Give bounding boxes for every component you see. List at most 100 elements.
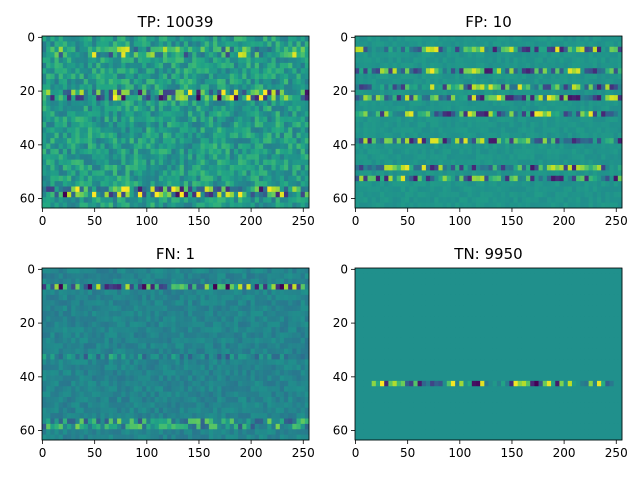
heatmap-cell [62, 62, 68, 69]
heatmap-cell [434, 111, 439, 118]
heatmap-cell [137, 278, 143, 285]
heatmap-cell [304, 186, 310, 193]
heatmap-cell [196, 332, 201, 339]
heatmap-cell [162, 316, 168, 323]
heatmap-cell [142, 84, 147, 91]
heatmap-cell [484, 154, 489, 161]
heatmap-cell [434, 175, 439, 182]
heatmap-cell [446, 46, 452, 53]
heatmap-cell [571, 138, 577, 144]
heatmap-cell [425, 36, 431, 42]
heatmap-cell [242, 165, 247, 171]
heatmap-cell [42, 52, 47, 58]
heatmap-cell [258, 321, 264, 328]
heatmap-cell [388, 100, 393, 107]
heatmap-cell [304, 57, 310, 64]
heatmap-cell [208, 202, 214, 209]
heatmap-cell [54, 132, 60, 139]
heatmap-cell [96, 332, 101, 339]
heatmap-cell [96, 138, 101, 144]
heatmap-cell [54, 278, 60, 285]
heatmap-cell [129, 57, 135, 64]
heatmap-cell [108, 289, 114, 296]
heatmap-cell [137, 268, 143, 274]
heatmap-cell [46, 154, 51, 161]
heatmap-cell [576, 46, 581, 53]
heatmap-cell [117, 46, 122, 53]
heatmap-cell [530, 154, 535, 161]
heatmap-cell [46, 170, 51, 177]
heatmap-cell [296, 170, 302, 177]
heatmap-cell [271, 36, 277, 42]
heatmap-cell [617, 73, 623, 80]
heatmap-cell [576, 73, 581, 80]
heatmap-cell [588, 116, 594, 123]
heatmap-cell [100, 100, 105, 107]
heatmap-cell [225, 181, 231, 187]
heatmap-cell [513, 191, 519, 198]
heatmap-cell [188, 278, 193, 285]
heatmap-cell [100, 52, 105, 58]
heatmap-cell [501, 105, 506, 112]
heatmap-cell [400, 138, 406, 144]
heatmap-cell [617, 62, 623, 69]
heatmap-cell [271, 132, 277, 139]
heatmap-cell [496, 175, 502, 182]
heatmap-cell [450, 105, 456, 112]
heatmap-cell [142, 165, 147, 171]
heatmap-cell [100, 327, 105, 333]
heatmap-cell [601, 89, 606, 96]
heatmap-cell [521, 84, 527, 91]
heatmap-cell [542, 170, 548, 177]
heatmap-cell [154, 46, 160, 53]
heatmap-cell [254, 175, 260, 182]
heatmap-cell [196, 165, 201, 171]
heatmap-cell [183, 268, 189, 274]
heatmap-cell [150, 268, 156, 274]
heatmap-cell [213, 316, 218, 323]
heatmap-cell [459, 122, 464, 128]
heatmap-cell [559, 52, 564, 58]
heatmap-cell [409, 197, 414, 204]
heatmap-cell [601, 111, 606, 118]
heatmap-cell [363, 165, 368, 171]
heatmap-cell [283, 36, 289, 42]
heatmap-cell [263, 332, 268, 339]
heatmap-cell [137, 116, 143, 123]
heatmap-cell [83, 191, 89, 198]
heatmap-cell [359, 52, 364, 58]
heatmap-cell [492, 181, 498, 187]
heatmap-cell [87, 36, 93, 42]
heatmap-cell [100, 95, 105, 101]
heatmap-cell [526, 57, 531, 64]
heatmap-cell [179, 305, 185, 312]
heatmap-cell [559, 181, 564, 187]
heatmap-cell [217, 202, 222, 209]
heatmap-cell [233, 289, 239, 296]
heatmap-cell [542, 132, 548, 139]
heatmap-cell [542, 175, 548, 182]
heatmap-cell [450, 202, 456, 209]
heatmap-cell [75, 311, 80, 317]
heatmap-cell [605, 68, 610, 75]
heatmap-cell [250, 289, 256, 296]
heatmap-cell [154, 278, 160, 285]
heatmap-cell [392, 57, 398, 64]
heatmap-cell [296, 62, 302, 69]
heatmap-cell [137, 100, 143, 107]
heatmap-cell [459, 89, 464, 96]
heatmap-cell [455, 127, 460, 134]
heatmap-cell [150, 202, 156, 209]
heatmap-cell [87, 116, 93, 123]
heatmap-cell [50, 79, 55, 85]
heatmap-cell [175, 68, 181, 75]
heatmap-cell [137, 127, 143, 134]
heatmap-cell [46, 111, 51, 118]
heatmap-cell [434, 95, 439, 101]
heatmap-cell [175, 278, 181, 285]
heatmap-cell [283, 311, 289, 317]
heatmap-cell [267, 68, 272, 75]
heatmap-cell [146, 311, 151, 317]
heatmap-cell [150, 159, 156, 166]
heatmap-cell [100, 62, 105, 69]
